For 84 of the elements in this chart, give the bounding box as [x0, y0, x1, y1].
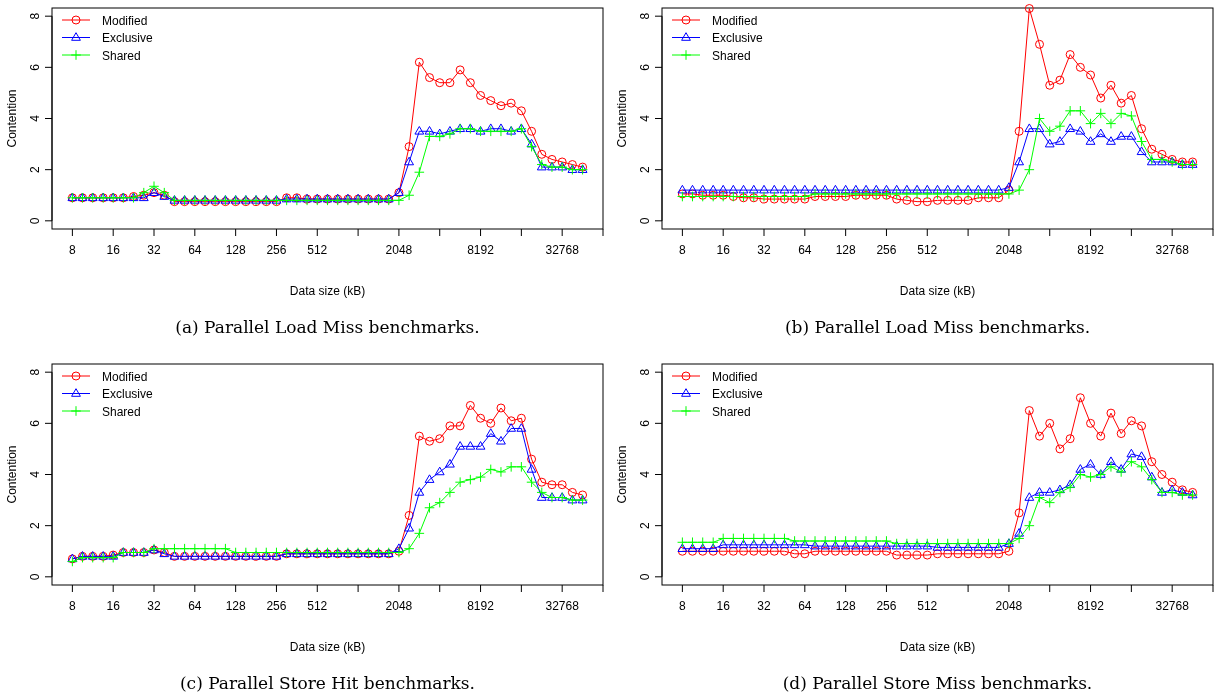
x-tick-label: 512	[917, 243, 938, 257]
y-tick-label: 2	[28, 522, 42, 529]
x-tick-label: 2048	[995, 599, 1023, 613]
y-tick-label: 6	[28, 63, 42, 71]
legend-label: Exclusive	[712, 387, 764, 401]
x-tick-label: 32	[757, 599, 771, 613]
x-tick-label: 256	[266, 243, 287, 257]
legend-label: Modified	[712, 13, 758, 28]
y-tick-label: 8	[638, 12, 652, 20]
legend-label: Shared	[712, 48, 751, 63]
legend-label: Shared	[102, 48, 141, 63]
x-tick-label: 8	[679, 599, 687, 613]
x-tick-label: 8	[69, 599, 77, 613]
x-tick-label: 8	[69, 243, 77, 257]
legend-label: Shared	[102, 404, 141, 419]
x-tick-label: 64	[798, 599, 812, 613]
x-tick-label: 8192	[467, 243, 495, 257]
legend-label: Exclusive	[712, 31, 764, 45]
x-tick-label: 8192	[467, 599, 495, 613]
x-tick-label: 256	[876, 599, 897, 613]
legend-label: Modified	[712, 369, 758, 384]
x-tick-label: 32	[147, 599, 161, 613]
y-tick-label: 0	[28, 217, 42, 225]
x-tick-label: 512	[307, 243, 328, 257]
x-tick-label: 32768	[1155, 599, 1190, 613]
x-tick-label: 32768	[545, 599, 580, 613]
y-tick-label: 4	[638, 114, 652, 122]
y-tick-label: 8	[28, 12, 42, 20]
x-tick-label: 32768	[545, 243, 580, 257]
x-tick-label: 64	[188, 243, 202, 257]
y-tick-label: 0	[28, 573, 42, 581]
x-tick-label: 128	[225, 243, 246, 257]
y-tick-label: 8	[28, 368, 42, 376]
y-tick-label: 4	[638, 470, 652, 478]
y-tick-label: 6	[28, 419, 42, 427]
legend-label: Exclusive	[102, 31, 154, 45]
x-axis-title: Data size (kB)	[899, 284, 976, 298]
y-tick-label: 2	[28, 166, 42, 173]
x-tick-label: 32	[147, 243, 161, 257]
x-tick-label: 8	[679, 243, 687, 257]
x-tick-label: 64	[798, 243, 812, 257]
x-tick-label: 512	[307, 599, 328, 613]
legend-label: Modified	[102, 13, 148, 28]
x-tick-label: 16	[716, 599, 731, 613]
y-axis-title: Contention	[5, 445, 19, 504]
x-tick-label: 2048	[385, 599, 413, 613]
x-tick-label: 512	[917, 599, 938, 613]
x-axis-title: Data size (kB)	[289, 284, 366, 298]
x-tick-label: 256	[876, 243, 897, 257]
text: (d) Parallel Store Miss benchmarks.	[782, 673, 1093, 693]
x-tick-label: 8192	[1077, 243, 1105, 257]
y-tick-label: 4	[28, 114, 42, 122]
x-tick-label: 8192	[1077, 599, 1105, 613]
x-tick-label: 16	[716, 243, 731, 257]
x-tick-label: 2048	[995, 243, 1023, 257]
x-tick-label: 32768	[1155, 243, 1190, 257]
text: (b) Parallel Load Miss benchmarks.	[784, 317, 1091, 337]
x-tick-label: 64	[188, 599, 202, 613]
y-tick-label: 4	[28, 470, 42, 478]
y-tick-label: 2	[638, 522, 652, 529]
legend-label: Shared	[712, 404, 751, 419]
x-tick-label: 32	[757, 243, 771, 257]
x-axis-title: Data size (kB)	[289, 640, 366, 654]
y-axis-title: Contention	[615, 445, 629, 504]
y-tick-label: 8	[638, 368, 652, 376]
y-tick-label: 6	[638, 63, 652, 71]
x-tick-label: 16	[106, 243, 121, 257]
x-tick-label: 128	[835, 243, 856, 257]
legend-label: Modified	[102, 369, 148, 384]
y-axis-title: Contention	[5, 89, 19, 148]
y-tick-label: 2	[638, 166, 652, 173]
y-tick-label: 6	[638, 419, 652, 427]
y-axis-title: Contention	[615, 89, 629, 148]
text: (a) Parallel Load Miss benchmarks.	[175, 317, 480, 337]
x-tick-label: 256	[266, 599, 287, 613]
text: (c) Parallel Store Hit benchmarks.	[179, 673, 476, 693]
x-tick-label: 128	[225, 599, 246, 613]
x-tick-label: 128	[835, 599, 856, 613]
y-tick-label: 0	[638, 573, 652, 581]
x-tick-label: 16	[106, 599, 121, 613]
x-tick-label: 2048	[385, 243, 413, 257]
x-axis-title: Data size (kB)	[899, 640, 976, 654]
legend-label: Exclusive	[102, 387, 154, 401]
y-tick-label: 0	[638, 217, 652, 225]
